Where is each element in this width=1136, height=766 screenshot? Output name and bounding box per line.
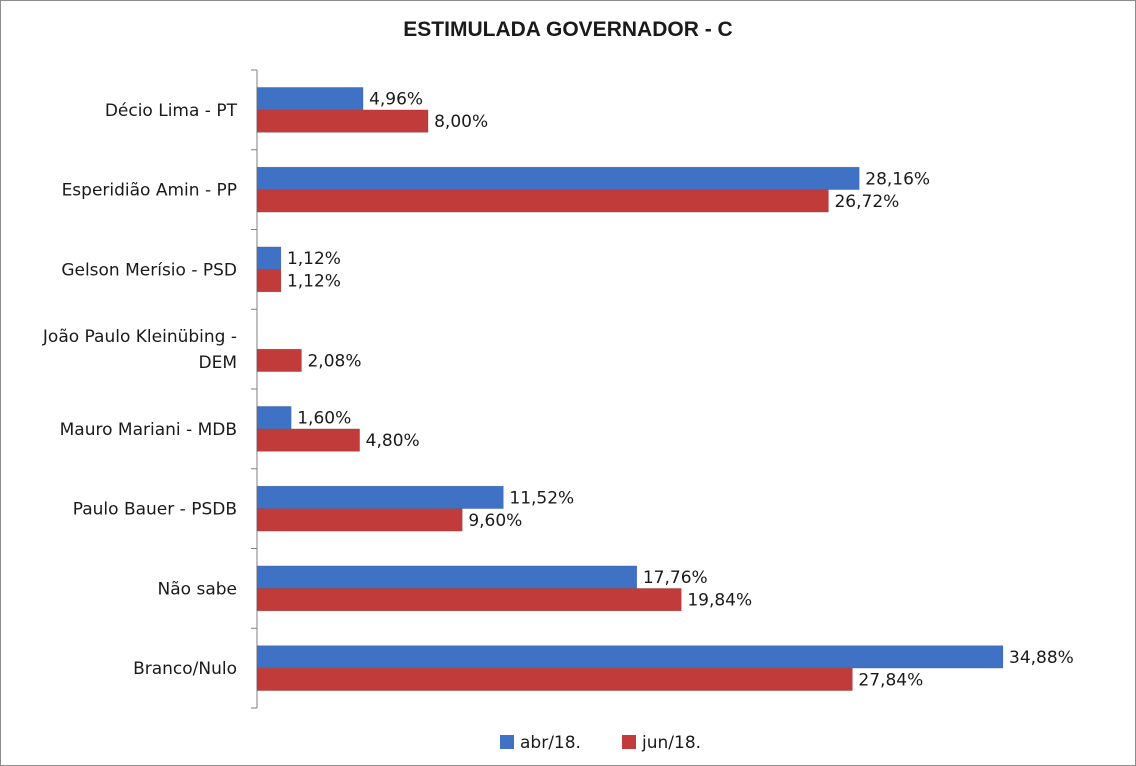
category-label: Gelson Merísio - PSD [61, 260, 237, 280]
category-label: João Paulo Kleinübing - [42, 327, 237, 347]
data-label: 1,12% [287, 249, 341, 269]
data-label: 11,52% [509, 488, 574, 508]
bar-jun [256, 508, 463, 532]
bar-abr [256, 406, 292, 430]
bar-jun [256, 588, 682, 612]
bar-jun [256, 667, 853, 691]
category-label: Branco/Nulo [133, 659, 237, 679]
category-label: Não sabe [158, 579, 237, 599]
bar-abr [256, 485, 504, 509]
data-label: 4,96% [369, 90, 423, 110]
chart-title: ESTIMULADA GOVERNADOR - C [403, 18, 733, 41]
data-label: 9,60% [468, 511, 522, 531]
data-label: 8,00% [434, 112, 488, 132]
bar-abr [256, 166, 860, 190]
data-label: 27,84% [858, 670, 923, 690]
bar-jun [256, 109, 429, 133]
legend-label: abr/18. [520, 733, 581, 753]
category-label: Esperidião Amin - PP [62, 181, 237, 201]
data-label: 26,72% [834, 192, 899, 212]
data-label: 1,60% [297, 409, 351, 429]
data-label: 4,80% [366, 431, 420, 451]
data-label: 17,76% [643, 568, 708, 588]
legend-swatch [622, 735, 636, 749]
category-label: Mauro Mariani - MDB [60, 420, 237, 440]
bar-abr [256, 645, 1004, 669]
bar-jun [256, 269, 282, 293]
bar-jun [256, 348, 302, 372]
data-label: 19,84% [687, 591, 752, 611]
legend-label: jun/18. [641, 733, 701, 753]
data-label: 1,12% [287, 272, 341, 292]
bar-abr [256, 87, 364, 111]
data-label: 2,08% [307, 351, 361, 371]
data-label: 34,88% [1009, 648, 1074, 668]
data-label: 28,16% [865, 169, 930, 189]
bar-jun [256, 428, 360, 452]
bar-jun [256, 189, 829, 213]
category-label: Décio Lima - PT [105, 101, 238, 121]
category-label: DEM [199, 353, 238, 373]
category-label: Paulo Bauer - PSDB [73, 500, 237, 520]
bar-abr [256, 246, 282, 270]
bar-abr [256, 565, 638, 589]
legend-swatch [500, 735, 514, 749]
